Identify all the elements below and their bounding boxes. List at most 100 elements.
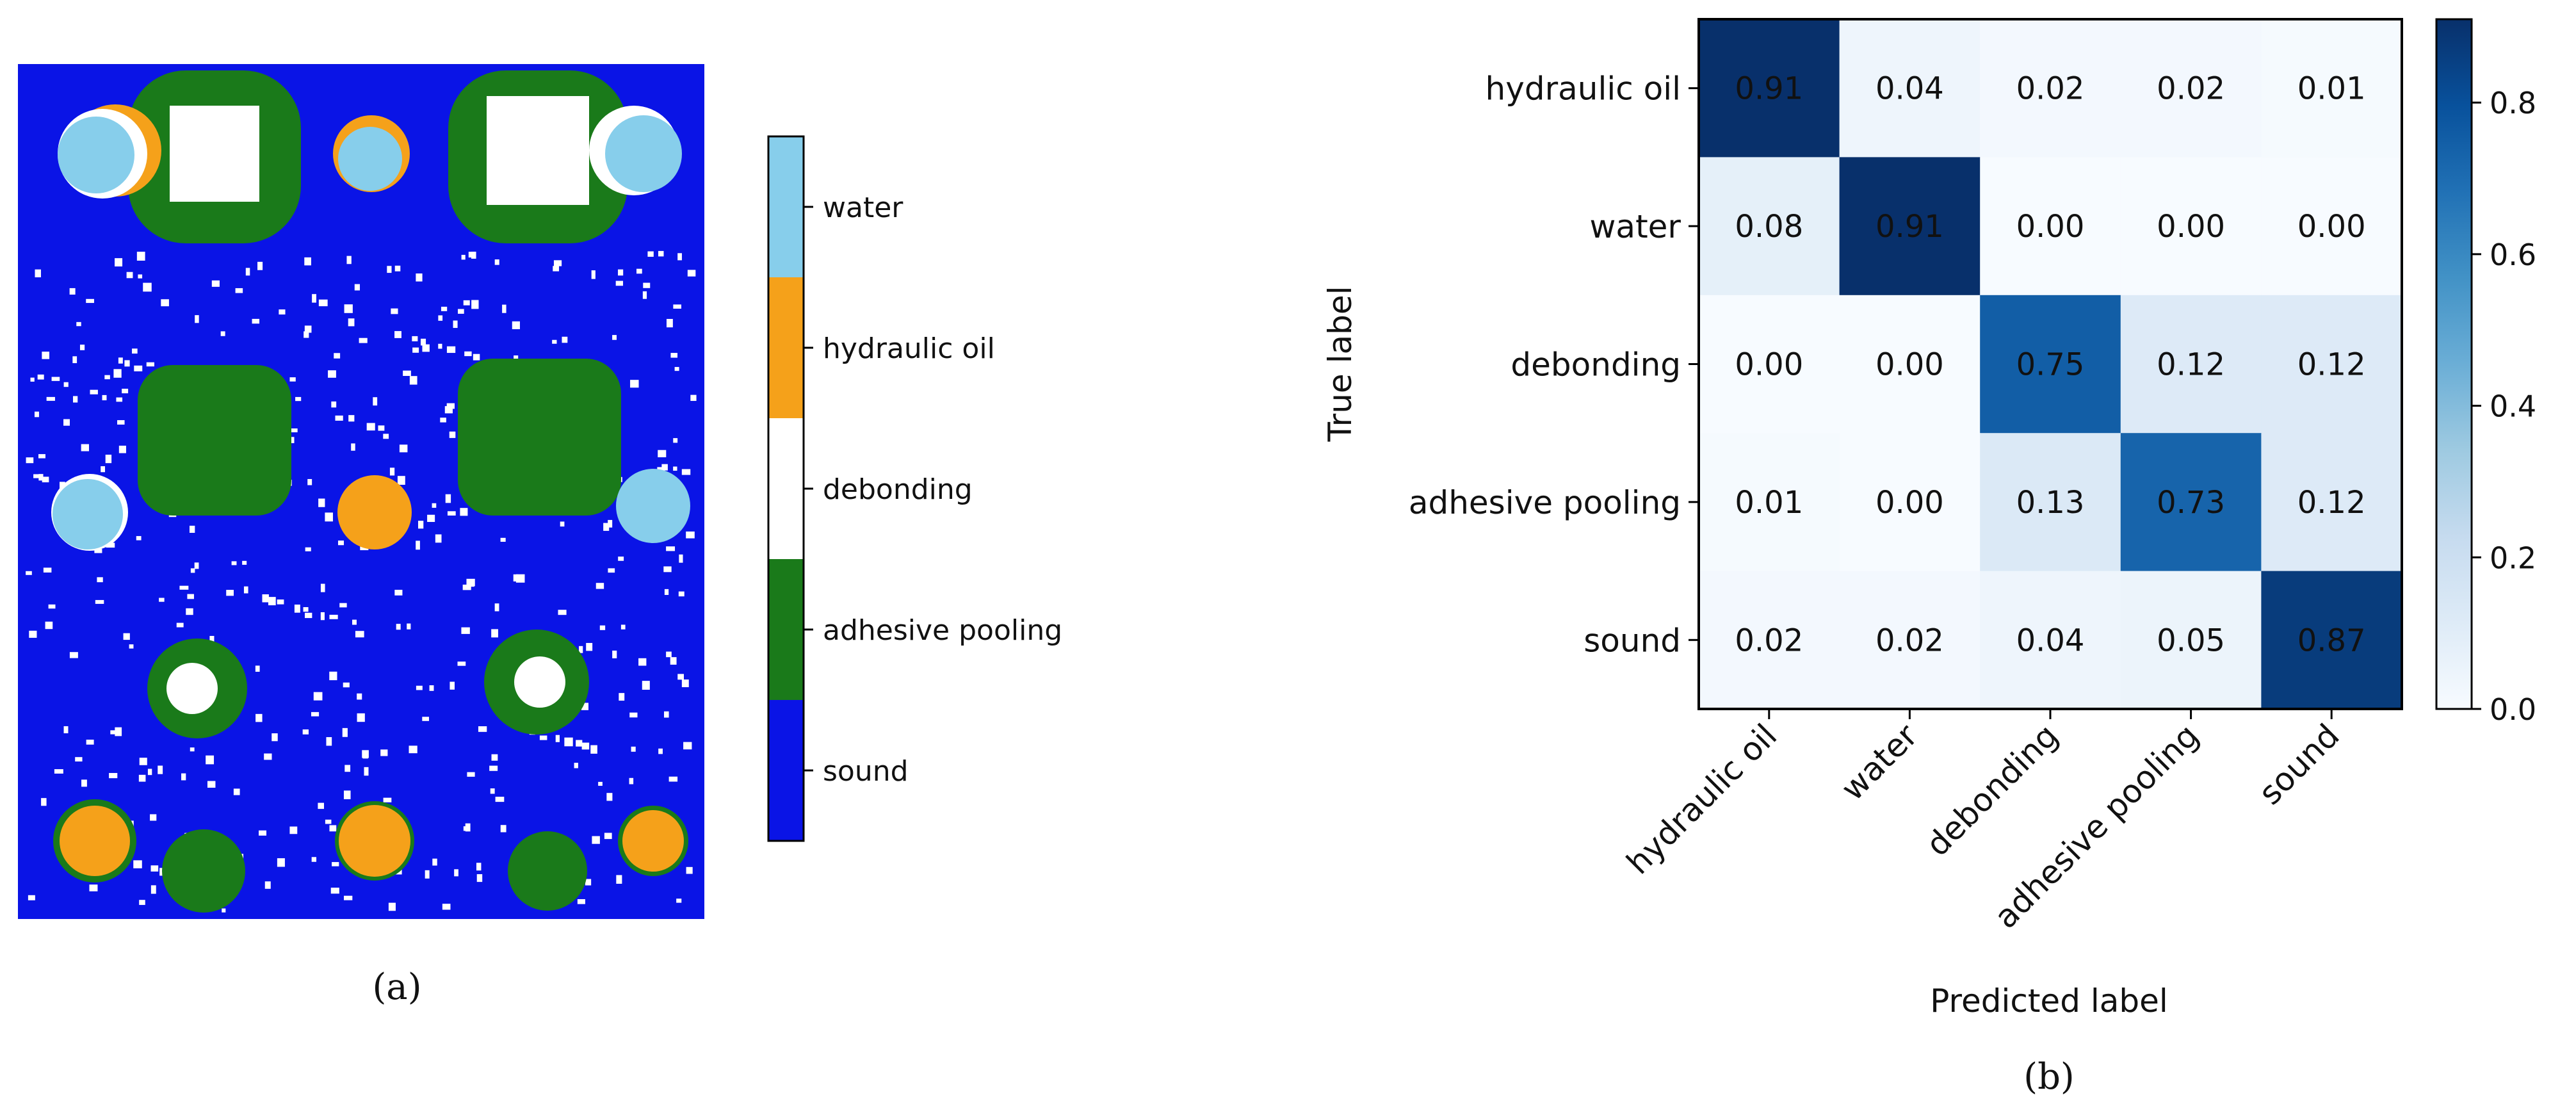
legend-swatch-adhesive-pooling — [768, 559, 804, 700]
debonding-speckle — [467, 581, 474, 587]
debonding-speckle — [409, 745, 417, 754]
matrix-cell — [2261, 157, 2402, 296]
debonding-speckle — [295, 396, 302, 402]
debonding-speckle — [577, 899, 585, 904]
debonding-speckle — [318, 299, 328, 307]
segmentation-legend: water hydraulic oil debonding adhesive pool… — [767, 135, 1062, 842]
debonding-speckle — [320, 612, 325, 621]
debonding-speckle — [461, 254, 466, 260]
debonding-speckle — [681, 469, 691, 475]
matrix-cell — [1699, 157, 1840, 296]
debonding-speckle — [233, 788, 240, 795]
debonding-speckle — [670, 657, 677, 665]
debonding-speckle — [186, 608, 193, 615]
debonding-speckle — [305, 612, 312, 619]
debonding-speckle — [457, 662, 466, 666]
debonding-speckle — [158, 765, 163, 774]
debonding-speckle — [118, 357, 123, 364]
debonding-speckle — [243, 586, 248, 594]
debonding-speckle — [478, 726, 487, 732]
debonding-speckle — [138, 774, 146, 782]
debonding-speckle — [206, 755, 215, 765]
debonding-speckle — [673, 466, 677, 471]
debonding-speckle — [380, 749, 388, 756]
debonding-speckle — [463, 300, 470, 305]
debonding-speckle — [642, 681, 650, 690]
debonding-speckle — [491, 754, 498, 761]
cell-value-label: 0.02 — [2016, 71, 2085, 107]
legend-swatch-sound — [768, 700, 804, 841]
debonding-speckle — [150, 865, 159, 872]
debonding-speckle — [412, 347, 419, 353]
debonding-speckle — [136, 252, 145, 261]
debonding-speckle — [118, 445, 126, 453]
debonding-speckle — [161, 299, 169, 307]
debonding-speckle — [326, 737, 332, 746]
debonding-speckle — [33, 474, 41, 478]
debonding-speckle — [608, 568, 615, 573]
debonding-speckle — [351, 443, 355, 451]
debonding-speckle — [325, 512, 333, 522]
debonding-speckle — [467, 772, 475, 777]
cell-value-label: 0.12 — [2157, 347, 2225, 383]
debonding-speckle — [574, 763, 578, 769]
debonding-speckle — [63, 726, 69, 734]
debonding-speckle — [134, 365, 143, 371]
debonding-speckle — [325, 819, 332, 824]
debonding-speckle — [304, 331, 309, 338]
debonding-speckle — [30, 377, 35, 382]
debonding-speckle — [63, 382, 69, 387]
debonding-speckle — [81, 444, 90, 451]
y-tick-label: debonding — [1511, 346, 1681, 384]
legend-label-hydraulic-oil: hydraulic oil — [823, 332, 995, 365]
matrix-cell — [1839, 19, 1981, 158]
debonding-speckle — [435, 534, 442, 543]
debonding-speckle — [440, 418, 446, 423]
debonding-speckle — [687, 270, 696, 277]
debonding-speckle — [359, 337, 368, 343]
debonding-speckle — [471, 300, 479, 309]
debonding-speckle — [305, 547, 311, 551]
x-axis-label: Predicted label — [1930, 982, 2168, 1020]
debonding-speckle — [585, 879, 592, 886]
debonding-speckle — [89, 884, 98, 891]
debonding-speckle — [592, 836, 600, 844]
legend-frame — [767, 135, 805, 842]
debonding-speckle — [425, 870, 430, 879]
debonding-speckle — [420, 338, 426, 346]
debonding-speckle — [41, 798, 47, 806]
debonding-speckle — [552, 339, 557, 344]
colorbar-tick-label: 0.8 — [2490, 86, 2536, 120]
debonding-speckle — [209, 635, 215, 644]
debonding-speckle — [37, 374, 44, 380]
colorbar: 0.0 0.2 0.4 0.6 0.8 — [2435, 18, 2536, 727]
debonding-speckle — [677, 674, 685, 680]
debonding-speckle — [388, 902, 396, 911]
debonding-speckle — [46, 396, 55, 401]
debonding-speckle — [179, 585, 189, 590]
debonding-speckle — [670, 353, 678, 358]
debonding-speckle — [450, 681, 455, 690]
debonding-speckle — [42, 476, 49, 483]
panel-a-caption: (a) — [372, 966, 421, 1008]
cell-value-label: 0.05 — [2157, 622, 2225, 658]
matrix-cell — [2120, 571, 2262, 710]
x-tick-label: hydraulic oil — [1619, 717, 1784, 881]
debonding-speckle — [461, 627, 470, 634]
debonding-speckle — [442, 904, 451, 910]
debonding-speckle — [277, 858, 285, 867]
debonding-speckle — [553, 266, 560, 272]
debonding-speckle — [631, 746, 636, 752]
debonding-speckle — [603, 523, 610, 531]
debonding-speckle — [76, 321, 81, 327]
confusion-matrix-cells: 0.91 0.04 0.02 0.02 0.01 0.08 0.91 0.00 0.00 0.00… — [1699, 19, 2402, 710]
debonding-speckle — [150, 814, 157, 821]
debonding-speckle — [676, 899, 682, 903]
debonding-speckle — [612, 650, 617, 658]
debonding-speckle — [458, 309, 464, 314]
debonding-speckle — [102, 394, 107, 401]
cell-value-label: 0.87 — [2297, 622, 2366, 658]
debonding-speckle — [389, 468, 395, 476]
debonding-speckle — [34, 411, 39, 418]
